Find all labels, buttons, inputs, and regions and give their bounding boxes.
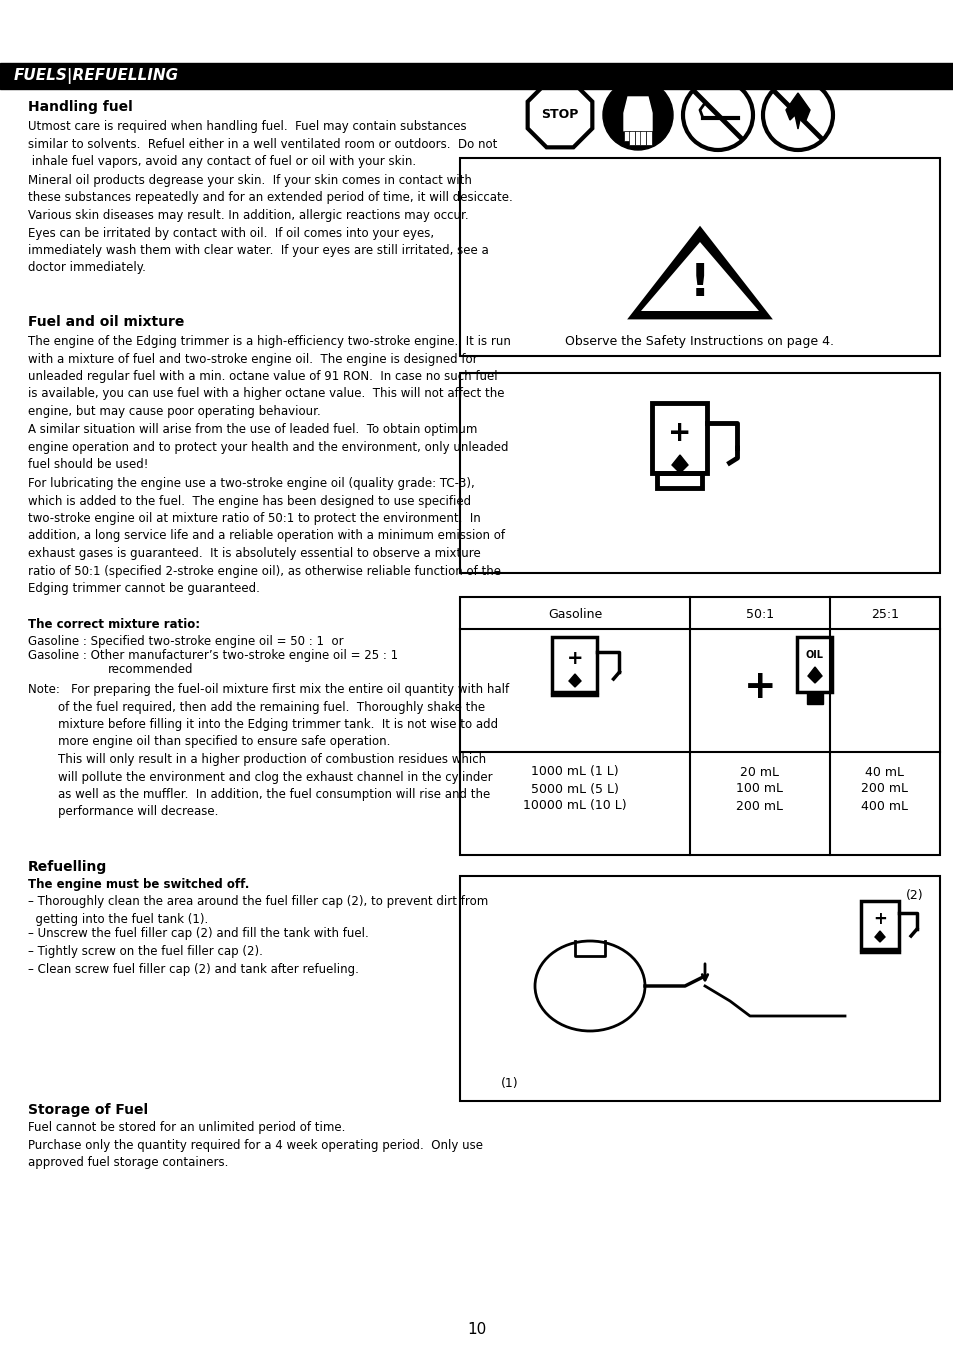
- Bar: [552, 637, 597, 693]
- Bar: [652, 404, 707, 472]
- Polygon shape: [874, 931, 884, 942]
- Text: Gasoline : Other manufacturer’s two-stroke engine oil = 25 : 1: Gasoline : Other manufacturer’s two-stro…: [28, 649, 397, 662]
- Text: Fuel and oil mixture: Fuel and oil mixture: [28, 315, 184, 329]
- Bar: [459, 597, 939, 855]
- Bar: [459, 876, 939, 1102]
- Bar: [623, 131, 629, 140]
- Polygon shape: [568, 674, 580, 687]
- Polygon shape: [785, 93, 809, 130]
- Polygon shape: [629, 228, 769, 319]
- Text: 5000 mL (5 L): 5000 mL (5 L): [531, 783, 618, 795]
- Text: A similar situation will arise from the use of leaded fuel.  To obtain optimum
e: A similar situation will arise from the …: [28, 423, 508, 471]
- Polygon shape: [640, 242, 759, 310]
- Text: !: !: [689, 262, 709, 305]
- Bar: [806, 693, 822, 703]
- Text: – Unscrew the fuel filler cap (2) and fill the tank with fuel.: – Unscrew the fuel filler cap (2) and fi…: [28, 927, 369, 940]
- Bar: [645, 131, 651, 144]
- Text: 10000 mL (10 L): 10000 mL (10 L): [522, 799, 626, 813]
- Text: FUELS|REFUELLING: FUELS|REFUELLING: [14, 68, 179, 84]
- Text: 400 mL: 400 mL: [861, 799, 907, 813]
- Text: recommended: recommended: [108, 663, 193, 676]
- Bar: [0, 63, 953, 89]
- Bar: [797, 637, 832, 693]
- Text: 10: 10: [467, 1323, 486, 1338]
- Text: (2): (2): [905, 890, 923, 903]
- Text: +: +: [566, 649, 582, 668]
- Text: 100 mL: 100 mL: [736, 783, 782, 795]
- Text: Note:   For preparing the fuel-oil mixture first mix the entire oil quantity wit: Note: For preparing the fuel-oil mixture…: [28, 683, 509, 818]
- Bar: [459, 373, 939, 572]
- Text: 1000 mL (1 L): 1000 mL (1 L): [531, 765, 618, 779]
- Text: Mineral oil products degrease your skin.  If your skin comes in contact with
the: Mineral oil products degrease your skin.…: [28, 174, 512, 274]
- Polygon shape: [807, 667, 821, 683]
- Text: Refuelling: Refuelling: [28, 860, 107, 873]
- Text: 25:1: 25:1: [870, 609, 898, 621]
- Text: Storage of Fuel: Storage of Fuel: [28, 1103, 148, 1116]
- Text: The correct mixture ratio:: The correct mixture ratio:: [28, 618, 200, 630]
- Text: Fuel cannot be stored for an unlimited period of time.
Purchase only the quantit: Fuel cannot be stored for an unlimited p…: [28, 1120, 482, 1169]
- Text: +: +: [668, 418, 691, 447]
- Text: 20 mL: 20 mL: [740, 765, 779, 779]
- Bar: [657, 472, 701, 487]
- Polygon shape: [671, 455, 687, 472]
- Text: 40 mL: 40 mL: [864, 765, 903, 779]
- Text: OIL: OIL: [805, 649, 823, 660]
- Text: For lubricating the engine use a two-stroke engine oil (quality grade: TC-3),
wh: For lubricating the engine use a two-str…: [28, 477, 504, 595]
- Bar: [635, 131, 640, 144]
- Circle shape: [602, 80, 672, 150]
- Text: Gasoline : Specified two-stroke engine oil = 50 : 1  or: Gasoline : Specified two-stroke engine o…: [28, 634, 343, 648]
- Text: Utmost care is required when handling fuel.  Fuel may contain substances
similar: Utmost care is required when handling fu…: [28, 120, 497, 167]
- Bar: [629, 131, 635, 144]
- Text: The engine must be switched off.: The engine must be switched off.: [28, 878, 249, 891]
- Text: – Clean screw fuel filler cap (2) and tank after refueling.: – Clean screw fuel filler cap (2) and ta…: [28, 963, 358, 976]
- Text: 50:1: 50:1: [745, 609, 773, 621]
- Bar: [861, 900, 898, 949]
- Polygon shape: [623, 97, 651, 131]
- Text: STOP: STOP: [540, 108, 578, 122]
- Text: 200 mL: 200 mL: [736, 799, 782, 813]
- Bar: [639, 131, 646, 144]
- Text: +: +: [743, 668, 776, 706]
- Text: Observe the Safety Instructions on page 4.: Observe the Safety Instructions on page …: [565, 335, 834, 347]
- Text: The engine of the Edging trimmer is a high-efficiency two-stroke engine.  It is : The engine of the Edging trimmer is a hi…: [28, 335, 511, 418]
- Text: – Thoroughly clean the area around the fuel filler cap (2), to prevent dirt from: – Thoroughly clean the area around the f…: [28, 895, 488, 926]
- Text: 200 mL: 200 mL: [861, 783, 907, 795]
- Bar: [459, 158, 939, 356]
- Text: (1): (1): [500, 1076, 518, 1089]
- Text: Handling fuel: Handling fuel: [28, 100, 132, 113]
- Text: Gasoline: Gasoline: [547, 609, 601, 621]
- Text: – Tightly screw on the fuel filler cap (2).: – Tightly screw on the fuel filler cap (…: [28, 945, 263, 958]
- Text: +: +: [872, 910, 886, 927]
